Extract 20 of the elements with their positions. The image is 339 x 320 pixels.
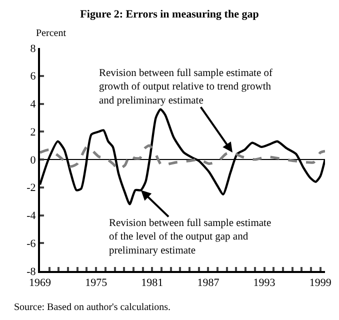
- chart-title: Figure 2: Errors in measuring the gap: [80, 8, 259, 20]
- x-tick-label: 1981: [141, 277, 164, 290]
- y-tick-label: -4: [26, 210, 36, 222]
- x-tick-label: 1999: [309, 277, 332, 290]
- annotation: Revision between full sample estimate of growth of output relative to trend growth and preliminary estimate: [99, 68, 273, 106]
- source-note: Source: Based on author's calculations.: [14, 302, 170, 313]
- x-tick-label: 1969: [29, 277, 52, 290]
- y-tick-label: 6: [30, 70, 36, 83]
- y-axis-title: Percent: [36, 28, 66, 39]
- x-tick-label: 1975: [85, 277, 108, 290]
- annotation: Revision between full sample estimate of the level of the output gap and preliminary estimate: [109, 218, 272, 256]
- x-tick-label: 1987: [197, 277, 220, 290]
- y-tick-label: 0: [30, 154, 36, 166]
- y-tick-label: -2: [26, 182, 36, 194]
- y-tick-label: -6: [26, 238, 36, 250]
- y-tick-label: 4: [30, 98, 36, 111]
- y-tick-label: 8: [30, 42, 36, 55]
- y-tick-label: 2: [30, 126, 36, 138]
- x-tick-label: 1993: [253, 277, 276, 290]
- y-tick-label: -8: [26, 266, 36, 278]
